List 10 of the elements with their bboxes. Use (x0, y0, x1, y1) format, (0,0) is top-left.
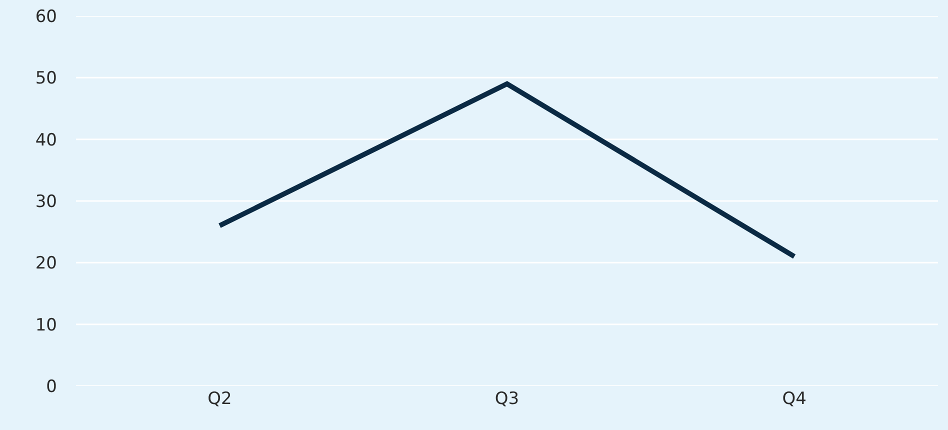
x-tick-label: Q2 (208, 389, 232, 409)
y-tick-label: 40 (35, 130, 57, 150)
y-tick-label: 20 (35, 254, 57, 274)
y-tick-label: 0 (46, 376, 57, 397)
y-tick-label: 30 (35, 192, 57, 212)
x-tick-label: Q3 (494, 389, 520, 409)
y-tick-label: 10 (35, 315, 57, 336)
y-tick-label: 50 (35, 68, 57, 89)
x-tick-label: Q4 (782, 389, 806, 409)
y-tick-label: 60 (35, 6, 57, 27)
